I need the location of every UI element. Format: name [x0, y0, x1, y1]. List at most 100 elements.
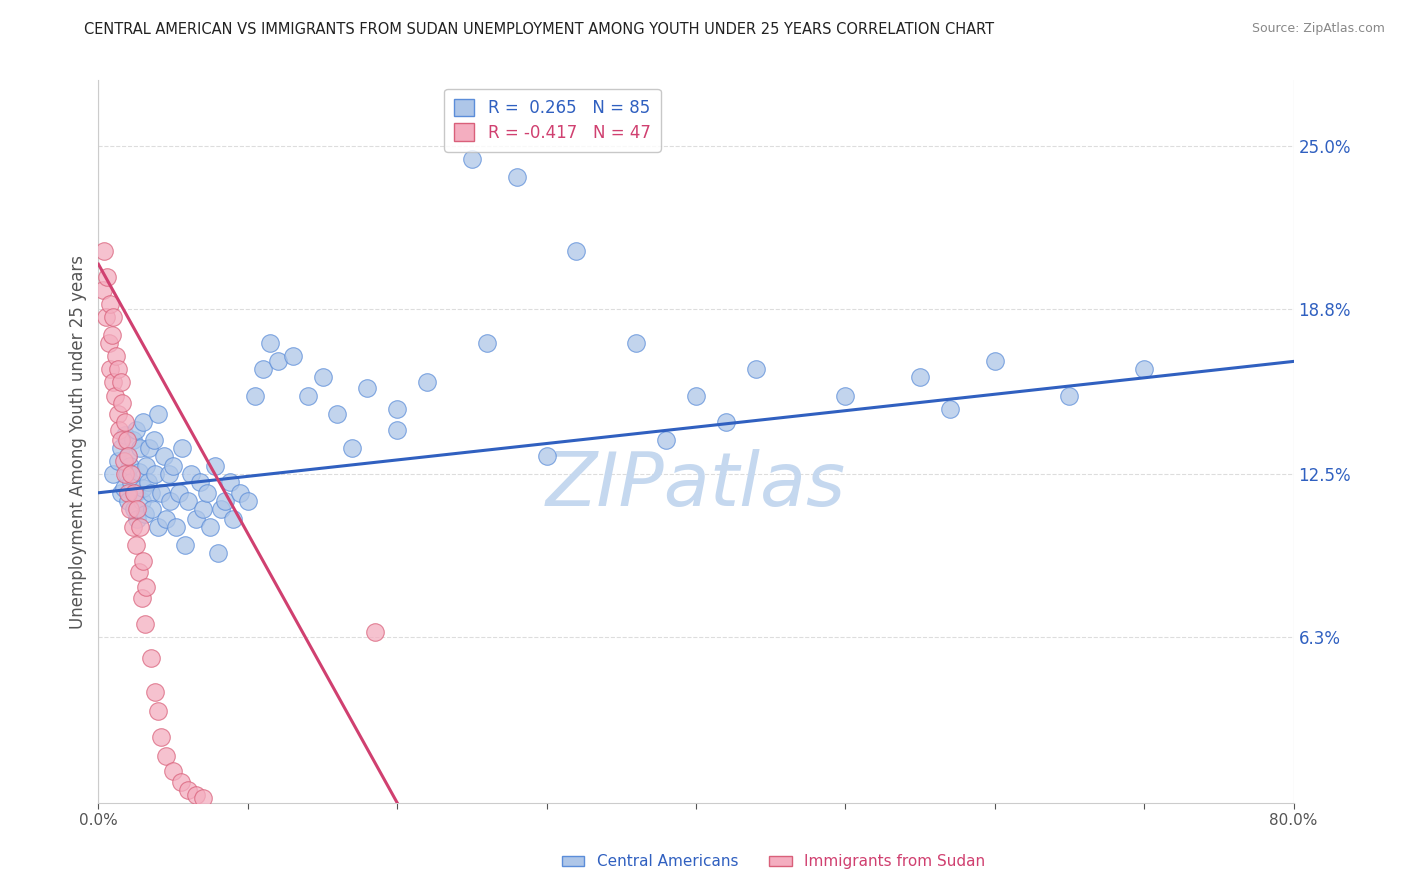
Point — [142, 434, 165, 448]
Point — [139, 651, 162, 665]
Point — [191, 790, 214, 805]
Point — [105, 349, 128, 363]
Point — [110, 485, 132, 500]
Point — [177, 782, 200, 797]
Point — [132, 481, 155, 495]
Point — [939, 401, 962, 416]
Point — [180, 467, 202, 482]
Point — [117, 485, 139, 500]
Point — [124, 501, 146, 516]
Point — [110, 434, 132, 448]
Point — [834, 388, 856, 402]
Point — [150, 485, 173, 500]
Point — [138, 441, 160, 455]
Point — [191, 501, 214, 516]
Point — [125, 485, 148, 500]
Point — [655, 434, 678, 448]
Point — [204, 459, 226, 474]
Point — [131, 591, 153, 605]
Point — [91, 284, 114, 298]
Point — [506, 170, 529, 185]
Point — [908, 370, 931, 384]
Point — [118, 459, 141, 474]
Point — [1059, 388, 1081, 402]
Point — [98, 362, 122, 376]
Point — [150, 730, 173, 744]
Point — [159, 493, 181, 508]
Point — [104, 388, 127, 402]
Point — [155, 512, 177, 526]
Text: CENTRAL AMERICAN VS IMMIGRANTS FROM SUDAN UNEMPLOYMENT AMONG YOUTH UNDER 25 YEAR: CENTRAL AMERICAN VS IMMIGRANTS FROM SUDA… — [84, 22, 994, 37]
Point — [114, 467, 136, 482]
Point — [114, 428, 136, 442]
Point — [117, 449, 139, 463]
Point — [128, 565, 150, 579]
Point — [139, 485, 162, 500]
Point — [200, 520, 222, 534]
Point — [184, 512, 207, 526]
Legend: Central Americans, Immigrants from Sudan: Central Americans, Immigrants from Sudan — [555, 848, 991, 875]
Text: ZIPatlas: ZIPatlas — [546, 449, 846, 521]
Point — [222, 512, 245, 526]
Point — [148, 407, 170, 421]
Point — [120, 467, 142, 482]
Point — [236, 493, 259, 508]
Point — [110, 441, 132, 455]
Point — [107, 407, 129, 421]
Point — [127, 512, 149, 526]
Point — [121, 434, 143, 448]
Point — [101, 328, 124, 343]
Point — [342, 441, 364, 455]
Point — [112, 454, 135, 468]
Point — [111, 396, 134, 410]
Point — [626, 336, 648, 351]
Point — [103, 310, 125, 324]
Point — [107, 454, 129, 468]
Point — [259, 336, 281, 351]
Point — [184, 788, 207, 802]
Point — [128, 465, 150, 479]
Point — [281, 349, 304, 363]
Point — [107, 362, 129, 376]
Point — [143, 685, 166, 699]
Point — [124, 485, 146, 500]
Point — [103, 376, 125, 390]
Point — [188, 475, 211, 490]
Point — [536, 449, 558, 463]
Point — [132, 554, 155, 568]
Point — [135, 459, 157, 474]
Point — [96, 270, 118, 285]
Point — [120, 475, 142, 490]
Point — [475, 336, 498, 351]
Point — [229, 485, 252, 500]
Point — [177, 493, 200, 508]
Point — [125, 423, 148, 437]
Point — [129, 441, 152, 455]
Point — [197, 485, 219, 500]
Point — [267, 354, 290, 368]
Text: Source: ZipAtlas.com: Source: ZipAtlas.com — [1251, 22, 1385, 36]
Point — [174, 538, 197, 552]
Point — [162, 764, 184, 779]
Point — [172, 441, 194, 455]
Point — [131, 493, 153, 508]
Point — [165, 520, 187, 534]
Point — [311, 370, 333, 384]
Point — [245, 388, 267, 402]
Point — [157, 467, 180, 482]
Point — [112, 481, 135, 495]
Point — [461, 152, 484, 166]
Point — [207, 546, 229, 560]
Point — [115, 467, 138, 482]
Point — [118, 501, 141, 516]
Point — [209, 501, 232, 516]
Point — [143, 467, 166, 482]
Point — [385, 401, 409, 416]
Point — [169, 774, 191, 789]
Point — [94, 310, 117, 324]
Legend: R =  0.265   N = 85, R = -0.417   N = 47: R = 0.265 N = 85, R = -0.417 N = 47 — [444, 88, 661, 152]
Point — [97, 336, 120, 351]
Point — [108, 423, 131, 437]
Point — [685, 388, 707, 402]
Point — [98, 296, 122, 310]
